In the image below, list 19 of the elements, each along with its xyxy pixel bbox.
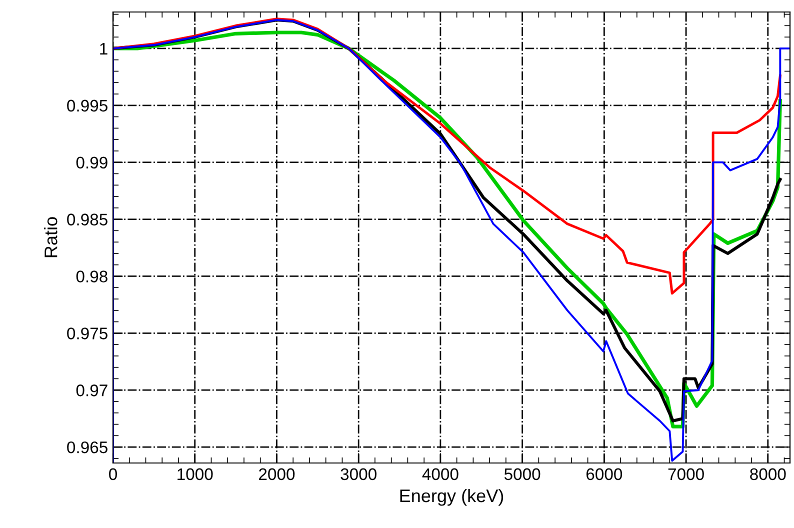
x-tick-label: 8000 [750,468,786,480]
x-tick-label: 0 [109,468,117,480]
x-tick-label: 4000 [422,468,458,480]
y-tick-label: 1 [100,43,108,54]
x-tick-label: 7000 [668,468,704,480]
x-tick-label: 3000 [340,468,376,480]
y-tick-label: 0.995 [67,100,108,112]
x-tick-label: 5000 [504,468,540,480]
y-tick-label: 0.965 [67,441,108,454]
x-axis-title: Energy (keV) [400,488,504,506]
y-tick-label: 0.975 [67,328,108,340]
y-tick-label: 0.98 [76,270,108,282]
y-axis-title: Ratio [44,217,58,258]
y-tick-label: 0.99 [76,156,108,169]
y-tick-label: 0.97 [76,384,108,396]
x-tick-label: 1000 [178,468,213,480]
x-tick-label: 2000 [259,468,295,480]
x-tick-label: 6000 [586,468,622,480]
y-tick-label: 0.985 [67,214,108,226]
